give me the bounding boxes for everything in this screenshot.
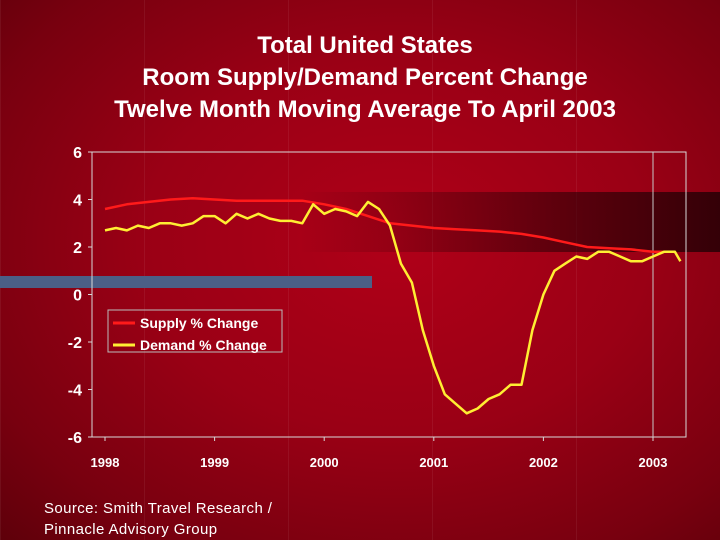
x-tick-label: 1998 <box>91 455 120 470</box>
legend-box <box>107 309 283 353</box>
y-tick-label: -6 <box>68 430 82 447</box>
chart-legend: Supply % Change Demand % Change <box>107 309 283 353</box>
series-line-supply <box>104 197 670 254</box>
title-line-3: Twelve Month Moving Average To April 200… <box>114 96 616 123</box>
x-tick-label: 1999 <box>200 455 229 470</box>
y-tick-label: 2 <box>73 240 82 257</box>
x-tick-label: 2002 <box>529 455 558 470</box>
decorative-blue-bar <box>0 276 372 288</box>
title-line-2: Room Supply/Demand Percent Change <box>142 64 588 91</box>
legend-label: Demand % Change <box>140 337 267 353</box>
source-note: Source: Smith Travel Research / Pinnacle… <box>44 498 272 540</box>
chart-axes: 6 4 2 0 -2 -4 -6 1998 1999 2000 2001 2002 2003 <box>68 145 687 470</box>
y-tick-label: 0 <box>73 288 82 305</box>
y-tick-label: -2 <box>68 335 82 352</box>
legend-label: Supply % Change <box>140 315 258 331</box>
y-tick-label: -4 <box>68 383 82 400</box>
x-tick-label: 2001 <box>419 455 448 470</box>
slide-title: Total United States Room Supply/Demand P… <box>20 30 710 126</box>
source-line-2: Pinnacle Advisory Group <box>44 521 218 538</box>
x-tick-label: 2003 <box>639 455 668 470</box>
y-tick-label: 4 <box>73 193 82 210</box>
x-tick-label: 2000 <box>310 455 339 470</box>
source-line-1: Source: Smith Travel Research / <box>44 500 273 517</box>
chart-series <box>104 197 682 415</box>
title-line-1: Total United States <box>257 32 473 59</box>
series-line-demand <box>104 200 682 415</box>
plot-frame <box>91 151 687 438</box>
y-tick-label: 6 <box>73 145 82 162</box>
